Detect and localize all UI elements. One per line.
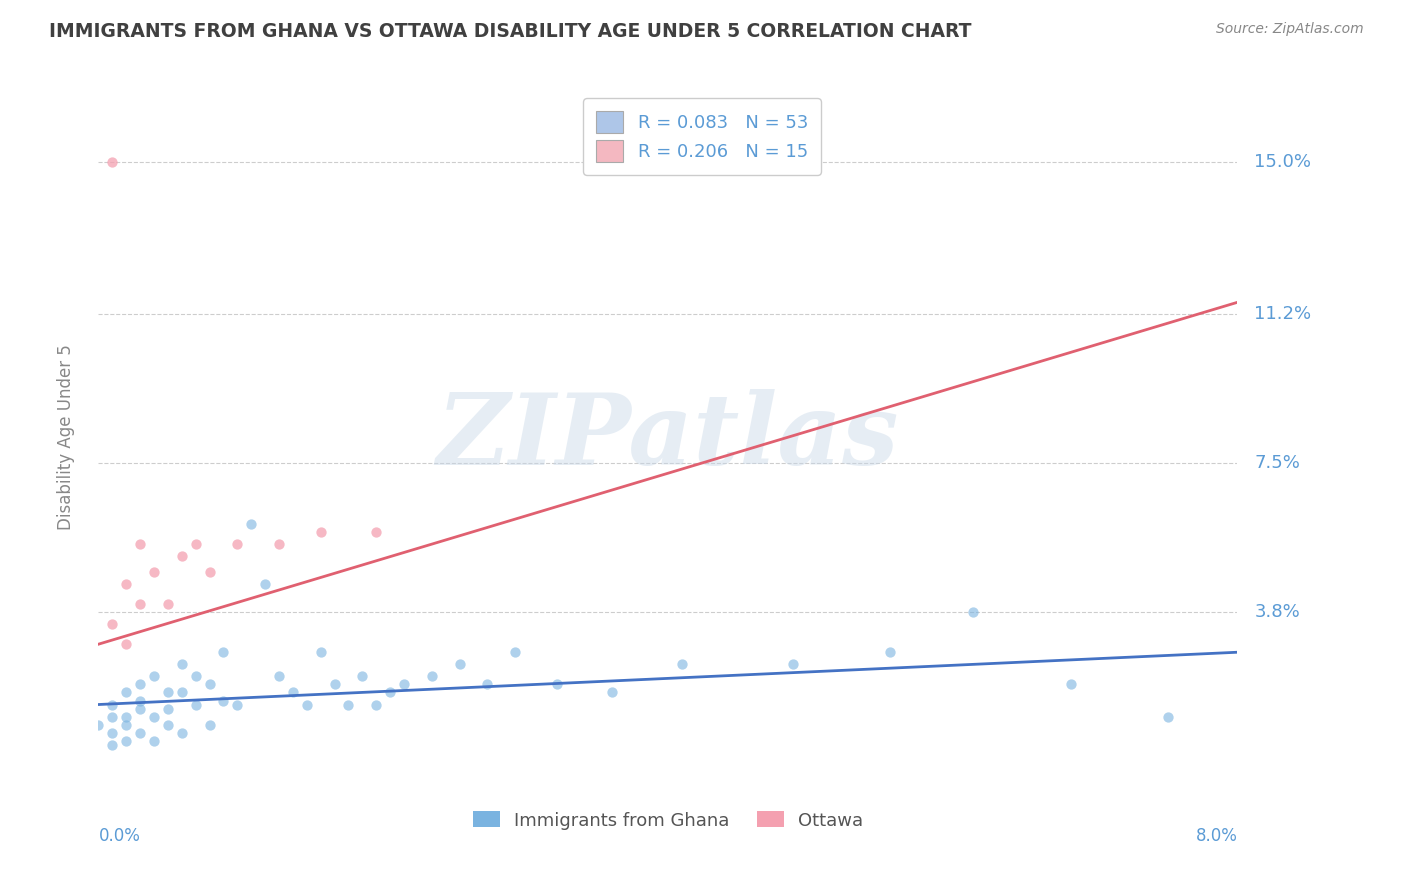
Text: 11.2%: 11.2%: [1254, 305, 1312, 324]
Legend: Immigrants from Ghana, Ottawa: Immigrants from Ghana, Ottawa: [464, 802, 872, 838]
Point: [129, 677, 152, 691]
Point: [184, 669, 207, 683]
Point: [1059, 677, 1081, 691]
Point: [295, 698, 318, 712]
Point: [129, 597, 152, 611]
Point: [129, 701, 152, 715]
Point: [546, 677, 568, 691]
Point: [184, 698, 207, 712]
Text: IMMIGRANTS FROM GHANA VS OTTAWA DISABILITY AGE UNDER 5 CORRELATION CHART: IMMIGRANTS FROM GHANA VS OTTAWA DISABILI…: [49, 22, 972, 41]
Point: [115, 637, 138, 651]
Point: [129, 725, 152, 739]
Point: [420, 669, 443, 683]
Point: [1157, 709, 1180, 723]
Point: [879, 645, 901, 659]
Point: [240, 516, 263, 531]
Point: [101, 709, 124, 723]
Point: [143, 709, 166, 723]
Point: [962, 605, 984, 619]
Point: [115, 717, 138, 731]
Point: [503, 645, 526, 659]
Point: [782, 657, 804, 672]
Point: [352, 669, 374, 683]
Text: 0.0%: 0.0%: [98, 827, 141, 845]
Point: [267, 669, 290, 683]
Point: [449, 657, 471, 672]
Y-axis label: Disability Age Under 5: Disability Age Under 5: [56, 344, 75, 530]
Point: [115, 577, 138, 591]
Point: [129, 536, 152, 550]
Point: [143, 733, 166, 747]
Point: [115, 733, 138, 747]
Point: [170, 657, 193, 672]
Text: 7.5%: 7.5%: [1254, 454, 1301, 472]
Point: [323, 677, 346, 691]
Point: [254, 577, 277, 591]
Point: [337, 698, 360, 712]
Point: [309, 645, 332, 659]
Point: [115, 685, 138, 699]
Point: [477, 677, 499, 691]
Point: [267, 536, 290, 550]
Point: [129, 693, 152, 707]
Point: [378, 685, 401, 699]
Point: [143, 669, 166, 683]
Point: [281, 685, 304, 699]
Text: Source: ZipAtlas.com: Source: ZipAtlas.com: [1216, 22, 1364, 37]
Point: [198, 717, 221, 731]
Point: [212, 645, 235, 659]
Point: [212, 693, 235, 707]
Point: [101, 154, 124, 169]
Text: 15.0%: 15.0%: [1254, 153, 1312, 170]
Text: 3.8%: 3.8%: [1254, 603, 1301, 621]
Point: [101, 738, 124, 752]
Point: [143, 565, 166, 579]
Point: [156, 597, 179, 611]
Point: [170, 549, 193, 563]
Point: [115, 709, 138, 723]
Text: 8.0%: 8.0%: [1195, 827, 1237, 845]
Point: [156, 701, 179, 715]
Point: [101, 698, 124, 712]
Point: [101, 617, 124, 632]
Point: [226, 536, 249, 550]
Point: [87, 717, 110, 731]
Point: [156, 717, 179, 731]
Point: [226, 698, 249, 712]
Point: [170, 685, 193, 699]
Point: [366, 524, 388, 539]
Point: [101, 725, 124, 739]
Point: [198, 565, 221, 579]
Point: [156, 685, 179, 699]
Point: [170, 725, 193, 739]
Point: [600, 685, 623, 699]
Point: [309, 524, 332, 539]
Point: [671, 657, 693, 672]
Point: [366, 698, 388, 712]
Point: [392, 677, 415, 691]
Text: ZIPatlas: ZIPatlas: [437, 389, 898, 485]
Point: [198, 677, 221, 691]
Point: [184, 536, 207, 550]
